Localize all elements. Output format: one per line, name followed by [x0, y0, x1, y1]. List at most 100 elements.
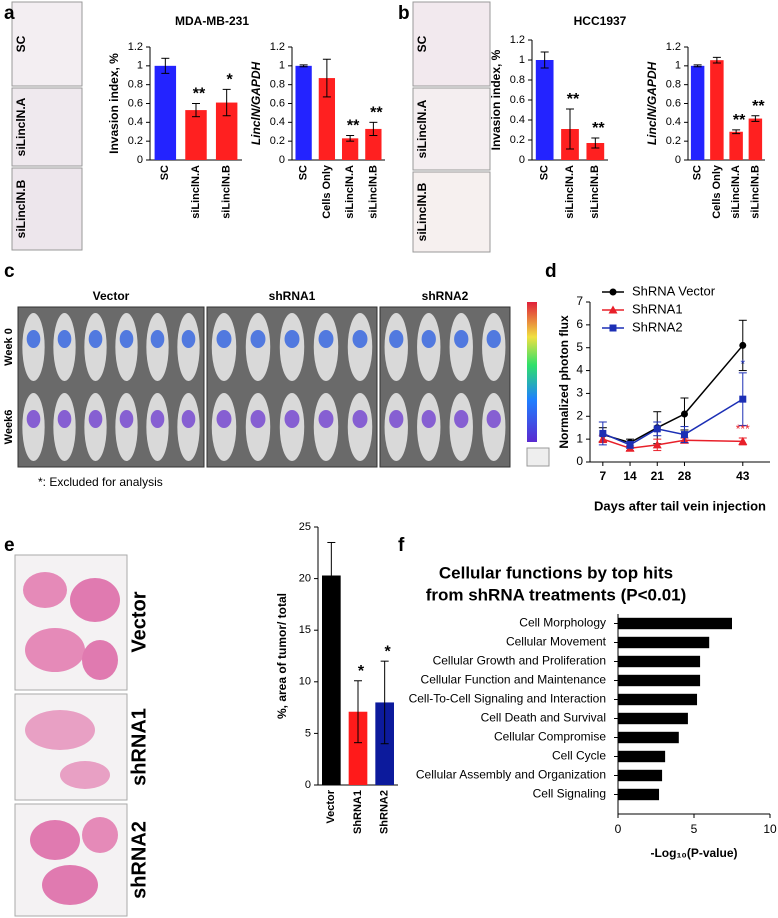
y-tick-label: 2: [576, 408, 583, 422]
y-tick-label: 7: [576, 294, 583, 308]
bar: [365, 128, 382, 160]
x-tick-label: 21: [651, 469, 665, 483]
tissue: [25, 628, 85, 672]
tissue: [60, 761, 110, 789]
y-tick-label: 15: [299, 624, 311, 636]
significance: **: [347, 118, 360, 135]
legend-label: ShRNA Vector: [632, 283, 716, 298]
y-tick-label: 0.4: [270, 116, 285, 128]
y-tick-label: Cell Death and Survival: [481, 711, 606, 725]
y-axis-label: %, area of tumor/ total: [275, 593, 289, 719]
colorbar-scale: [526, 447, 550, 467]
y-tick-label: Cell Morphology: [519, 616, 606, 630]
bar: [185, 110, 207, 160]
y-tick-label: 1: [279, 60, 285, 72]
y-tick-label: 0: [519, 154, 525, 166]
micrograph: [11, 87, 83, 167]
panel-letter: c: [4, 261, 15, 282]
y-tick-label: 1: [576, 431, 583, 445]
significance: *: [385, 643, 392, 660]
bar: [295, 65, 312, 160]
micrograph: [412, 1, 491, 87]
column-label: Vector: [93, 289, 130, 303]
y-axis-label: LinclN/GAPDH: [645, 62, 659, 146]
signal: [284, 330, 300, 348]
tissue: [42, 865, 98, 905]
y-tick-label: 0.2: [510, 134, 525, 146]
tissue: [82, 640, 118, 680]
signal: [250, 410, 266, 428]
y-tick-label: 25: [299, 521, 311, 533]
y-tick-label: 1.2: [270, 41, 285, 53]
y-tick-label: 1: [137, 60, 143, 72]
x-tick-label: 7: [599, 469, 606, 483]
x-tick-label: siLinclN.B: [589, 165, 601, 219]
image-label: shRNA1: [128, 708, 150, 786]
significance: **: [193, 86, 206, 103]
x-tick-label: siLinclN.B: [221, 165, 233, 219]
signal: [57, 330, 72, 348]
bar: [690, 65, 705, 160]
micrograph: [412, 171, 491, 253]
y-tick-label: 0: [305, 779, 311, 791]
x-axis-label: -Log₁₀(P-value): [650, 846, 737, 860]
y-tick-label: 0.8: [510, 74, 525, 86]
x-tick-label: SC: [539, 165, 551, 180]
chart-title: from shRNA treatments (P<0.01): [426, 585, 687, 604]
bar: [710, 60, 724, 160]
marker: [626, 441, 634, 449]
y-tick-label: Cellular Assembly and Organization: [416, 768, 606, 782]
x-tick-label: Cells Only: [321, 164, 333, 219]
signal: [57, 410, 72, 428]
signal: [88, 330, 103, 348]
x-tick-label: SC: [692, 165, 704, 180]
significance: **: [733, 112, 746, 129]
signal: [454, 410, 469, 428]
bar: [618, 693, 698, 706]
marker: [608, 305, 618, 314]
y-tick-label: 0.6: [270, 97, 285, 109]
x-tick-label: 0: [615, 822, 622, 836]
marker: [652, 440, 662, 449]
signal: [352, 330, 368, 348]
column-label: shRNA1: [269, 289, 316, 303]
bar: [535, 60, 554, 160]
y-tick-label: 3: [576, 386, 583, 400]
series-line: [602, 398, 744, 446]
x-tick-label: ShRNA1: [352, 790, 364, 834]
legend-label: ShRNA1: [632, 301, 683, 316]
signal: [88, 410, 103, 428]
signal: [26, 330, 41, 348]
y-tick-label: 0.2: [270, 135, 285, 147]
colorbar: [527, 302, 537, 442]
legend-label: ShRNA2: [632, 319, 683, 334]
bar: [618, 655, 701, 668]
y-tick-label: 0.8: [270, 79, 285, 91]
y-tick-label: 0: [576, 454, 583, 468]
significance: *: [227, 72, 234, 89]
image-label: siLinclN.B: [14, 179, 28, 238]
y-tick-label: 0.8: [128, 79, 143, 91]
x-tick-label: SC: [159, 165, 171, 180]
signal: [150, 410, 165, 428]
signal: [486, 410, 501, 428]
marker: [609, 288, 617, 296]
significance: *: [740, 357, 745, 371]
bar: [154, 65, 177, 160]
y-tick-label: Cellular Function and Maintenance: [421, 673, 607, 687]
y-tick-label: Cellular Compromise: [494, 730, 606, 744]
x-tick-label: Vector: [325, 789, 337, 823]
bar: [318, 78, 336, 160]
bar: [618, 769, 663, 782]
row-label: Week6: [3, 410, 15, 445]
bar: [322, 575, 341, 785]
marker: [738, 436, 748, 445]
imaging-group: [17, 306, 205, 468]
bar: [348, 711, 368, 785]
x-tick-label: 14: [623, 469, 637, 483]
signal: [181, 330, 196, 348]
row-label: Week 0: [3, 328, 15, 366]
signal: [181, 410, 196, 428]
y-tick-label: 0: [279, 154, 285, 166]
